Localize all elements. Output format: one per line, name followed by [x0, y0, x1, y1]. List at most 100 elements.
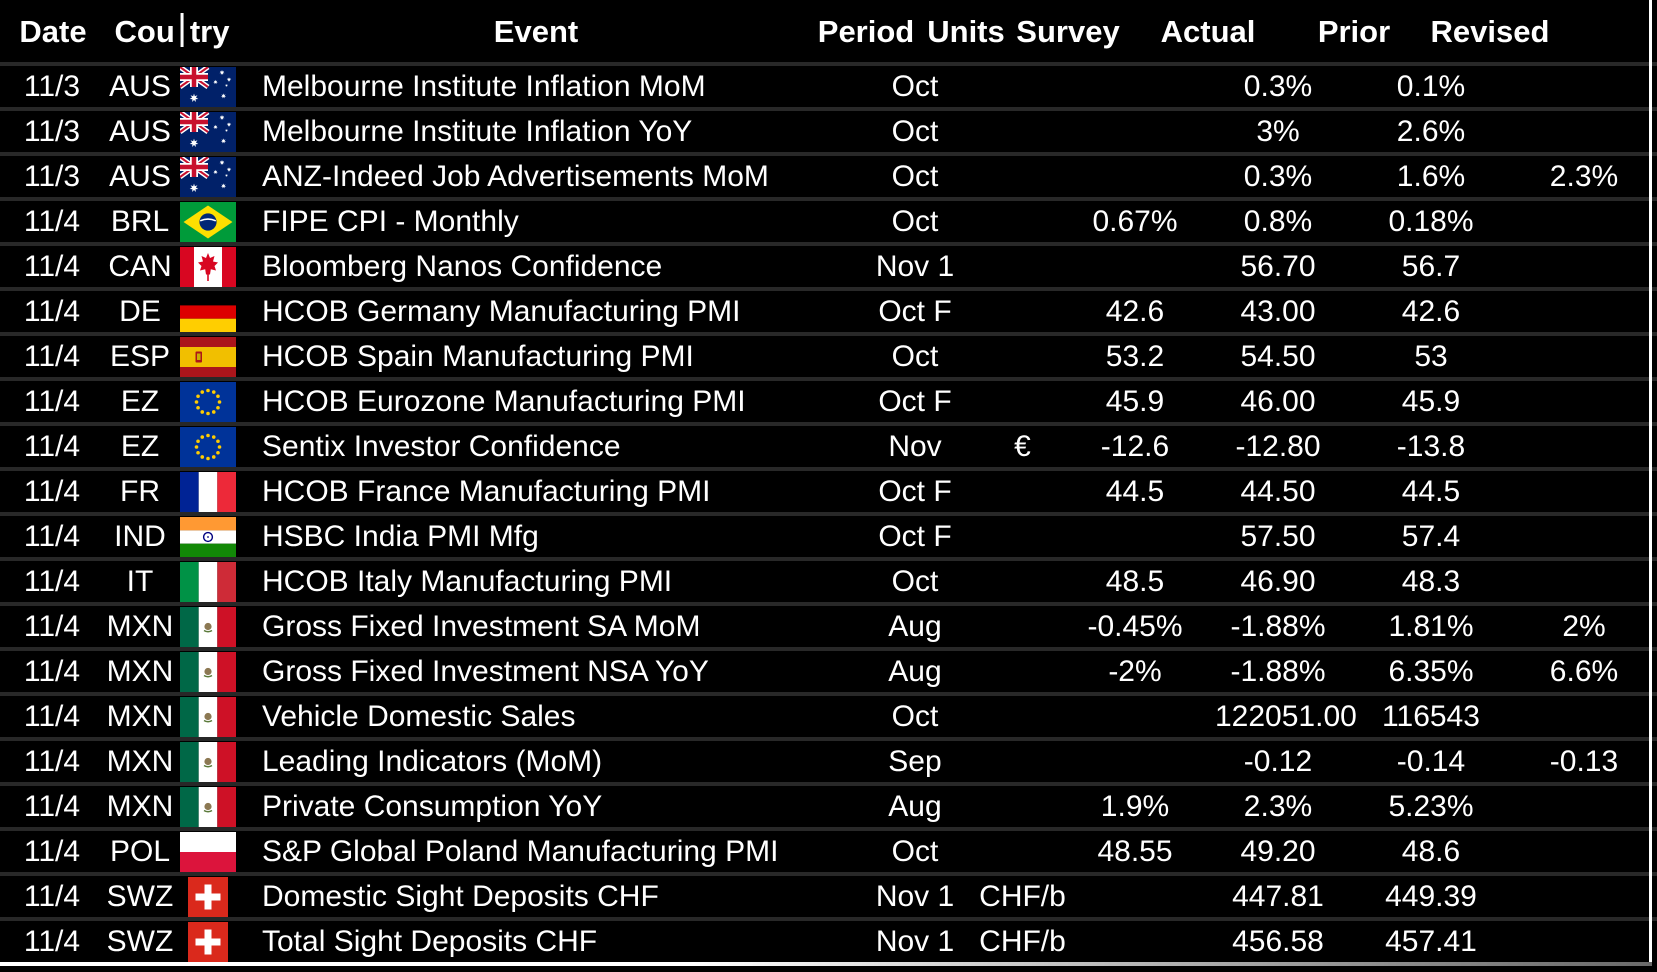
col-header-country-right: try — [189, 14, 230, 49]
cell-period: Oct F — [878, 295, 952, 328]
cell-country-code: SWZ — [106, 880, 174, 913]
cell-date: 11/3 — [23, 70, 81, 103]
cell-actual: 447.81 — [1232, 880, 1324, 913]
cell-revised — [1521, 201, 1647, 242]
australia-flag — [180, 111, 236, 152]
cell-date: 11/4 — [23, 745, 81, 778]
cell-flag — [176, 921, 240, 962]
cell-country-code: MXN — [106, 610, 174, 643]
cell-date: 11/3 — [23, 160, 81, 193]
cell-prior: 0.18% — [1388, 205, 1474, 238]
cell-revised — [1521, 696, 1647, 737]
cell-actual: 49.20 — [1240, 835, 1316, 868]
cell-survey — [1055, 921, 1215, 962]
cell-survey: 45.9 — [1105, 385, 1165, 418]
cell-country-code: BRL — [110, 205, 170, 238]
cell-flag — [176, 291, 240, 332]
cell-country-code: MXN — [106, 790, 174, 823]
col-header-event: Event — [493, 14, 579, 49]
cell-prior: 44.5 — [1401, 475, 1461, 508]
cell-event: HCOB France Manufacturing PMI — [262, 475, 711, 508]
cell-units: CHF/b — [979, 880, 1066, 913]
cell-flag — [176, 246, 240, 287]
cell-survey — [1055, 66, 1215, 107]
cell-survey: 42.6 — [1105, 295, 1165, 328]
cell-date: 11/4 — [23, 385, 81, 418]
cell-prior: 449.39 — [1385, 880, 1477, 913]
cell-prior: 6.35% — [1388, 655, 1474, 688]
cell-flag — [176, 516, 240, 557]
cell-date: 11/4 — [23, 835, 81, 868]
cell-period: Oct — [891, 160, 939, 193]
cell-date: 11/4 — [23, 610, 81, 643]
cell-country-code: MXN — [106, 700, 174, 733]
table-row: 11/3 AUS Melbourne Institute Inflation M… — [0, 62, 1657, 107]
cell-flag — [176, 606, 240, 647]
table-right-border — [1649, 0, 1652, 966]
cell-event: Private Consumption YoY — [262, 790, 603, 823]
cell-country-code: MXN — [106, 655, 174, 688]
table-row: 11/4 POL S&P Global Poland Manufacturing… — [0, 827, 1657, 872]
cell-prior: 457.41 — [1385, 925, 1477, 958]
cell-country-code: ESP — [109, 340, 171, 373]
mexico-flag — [180, 786, 236, 827]
cell-revised: 6.6% — [1549, 655, 1619, 688]
cell-actual: 56.70 — [1240, 250, 1316, 283]
cell-prior: 48.3 — [1401, 565, 1461, 598]
cell-date: 11/4 — [23, 205, 81, 238]
table-row: 11/4 BRL FIPE CPI - Monthly Oct 0.67% 0.… — [0, 197, 1657, 242]
cell-country-code: EZ — [120, 385, 160, 418]
cell-date: 11/4 — [23, 880, 81, 913]
cell-actual: -1.88% — [1230, 610, 1326, 643]
cell-revised: -0.13 — [1549, 745, 1619, 778]
cell-flag — [176, 156, 240, 197]
cell-prior: 116543 — [1382, 700, 1480, 733]
cell-prior: 53 — [1414, 340, 1448, 373]
cell-period: Oct — [891, 565, 939, 598]
col-header-units: Units — [927, 14, 1005, 49]
col-header-revised: Revised — [1430, 14, 1550, 49]
cell-actual: -0.12 — [1243, 745, 1313, 778]
mexico-flag — [180, 606, 236, 647]
cell-revised — [1521, 831, 1647, 872]
cell-period: Sep — [888, 745, 942, 778]
poland-flag — [180, 831, 236, 872]
cell-event: Gross Fixed Investment NSA YoY — [262, 655, 709, 688]
cell-period: Oct — [891, 835, 939, 868]
cell-country-code: EZ — [120, 430, 160, 463]
cell-revised — [1521, 246, 1647, 287]
table-row: 11/4 SWZ Domestic Sight Deposits CHF Nov… — [0, 872, 1657, 917]
col-header-country-left: Cou — [114, 14, 175, 49]
cell-period: Oct — [891, 115, 939, 148]
column-gridline — [180, 13, 184, 47]
cell-prior: -0.14 — [1396, 745, 1466, 778]
cell-survey: 53.2 — [1105, 340, 1165, 373]
cell-prior: 2.6% — [1396, 115, 1466, 148]
cell-flag — [176, 111, 240, 152]
cell-prior: 5.23% — [1388, 790, 1474, 823]
cell-flag — [176, 786, 240, 827]
cell-survey — [1055, 246, 1215, 287]
cell-prior: 45.9 — [1401, 385, 1461, 418]
switzerland-flag — [188, 921, 228, 962]
cell-country-code: CAN — [108, 250, 172, 283]
table-row: 11/4 SWZ Total Sight Deposits CHF Nov 1 … — [0, 917, 1657, 962]
cell-event: HCOB Spain Manufacturing PMI — [262, 340, 694, 373]
cell-revised — [1521, 516, 1647, 557]
cell-period: Nov 1 — [875, 250, 955, 283]
cell-revised — [1521, 921, 1647, 962]
cell-survey: 1.9% — [1100, 790, 1170, 823]
canada-flag — [180, 246, 236, 287]
cell-prior: 1.81% — [1388, 610, 1474, 643]
cell-survey: -0.45% — [1087, 610, 1183, 643]
cell-period: Nov — [888, 430, 942, 463]
cell-event: Vehicle Domestic Sales — [262, 700, 576, 733]
cell-period: Oct F — [878, 385, 952, 418]
cell-period: Nov 1 — [875, 925, 955, 958]
cell-period: Oct — [891, 205, 939, 238]
cell-actual: 456.58 — [1232, 925, 1324, 958]
cell-revised — [1521, 786, 1647, 827]
cell-date: 11/3 — [23, 115, 81, 148]
cell-survey — [1055, 111, 1215, 152]
